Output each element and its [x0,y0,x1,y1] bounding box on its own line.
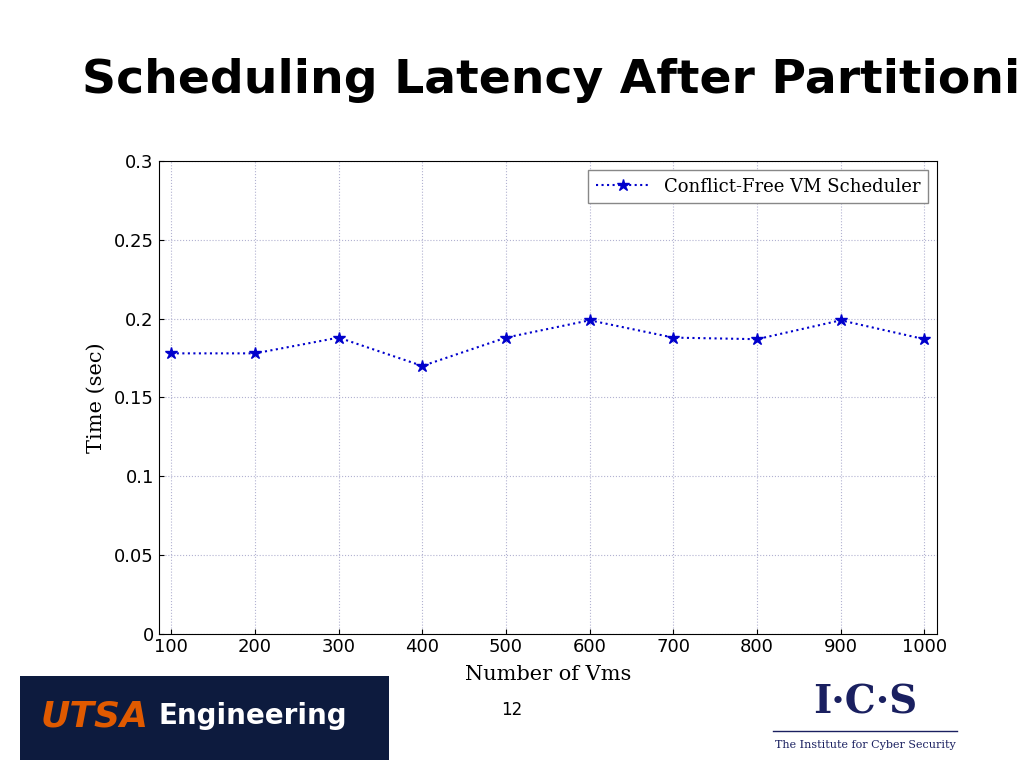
Conflict-Free VM Scheduler [416,361,428,370]
Text: UTSA: UTSA [40,700,148,733]
Conflict-Free VM Scheduler [919,335,931,344]
Text: I·C·S: I·C·S [813,684,918,722]
Text: Scheduling Latency After Partitioning: Scheduling Latency After Partitioning [82,58,1024,103]
Text: The Institute for Cyber Security: The Institute for Cyber Security [775,740,955,750]
Legend: Conflict-Free VM Scheduler: Conflict-Free VM Scheduler [589,170,928,203]
Y-axis label: Time (sec): Time (sec) [86,342,105,453]
FancyBboxPatch shape [20,676,389,760]
Conflict-Free VM Scheduler [668,333,680,343]
Conflict-Free VM Scheduler [333,333,345,343]
Conflict-Free VM Scheduler [165,349,177,358]
Text: 12: 12 [502,701,522,720]
Conflict-Free VM Scheduler [584,316,596,325]
Line: Conflict-Free VM Scheduler: Conflict-Free VM Scheduler [165,314,931,372]
Conflict-Free VM Scheduler [835,316,847,325]
Conflict-Free VM Scheduler [751,335,763,344]
Conflict-Free VM Scheduler [249,349,261,358]
Conflict-Free VM Scheduler [500,333,512,343]
X-axis label: Number of Vms: Number of Vms [465,665,631,684]
Text: Engineering: Engineering [159,703,347,730]
